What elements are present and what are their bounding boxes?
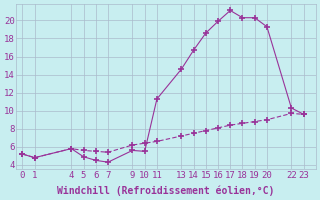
X-axis label: Windchill (Refroidissement éolien,°C): Windchill (Refroidissement éolien,°C): [57, 185, 275, 196]
